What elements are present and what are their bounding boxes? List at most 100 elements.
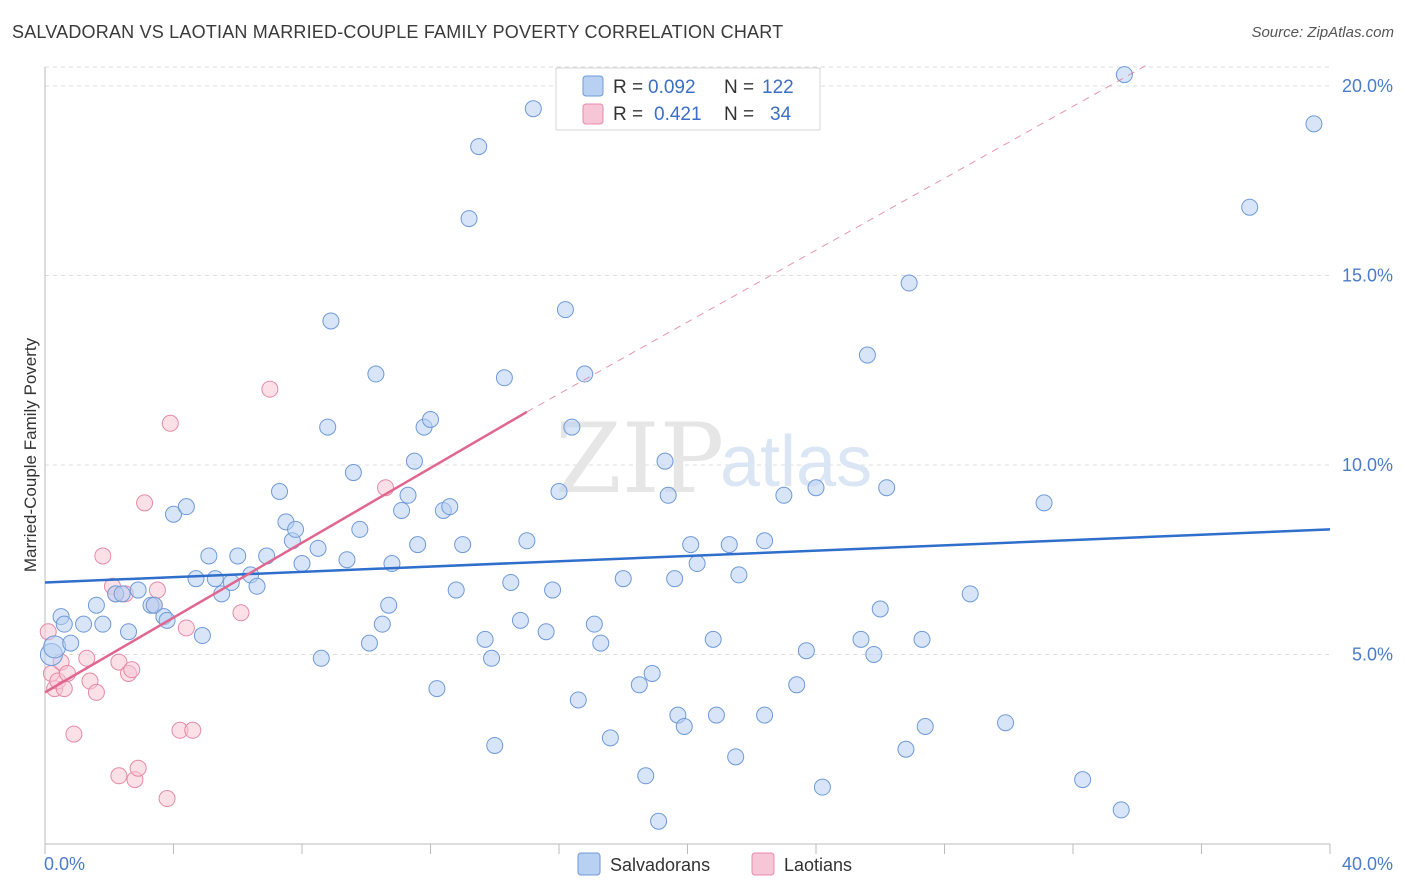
salvadorans-point [756,706,774,724]
bottom-legend: Salvadorans Laotians [577,852,852,876]
salvadorans-point [913,630,931,648]
laotians-point [184,721,202,739]
salvadorans-point [441,498,459,516]
salvadorans-point [656,452,674,470]
salvadorans-point [229,547,247,565]
laotians-point [65,725,83,743]
salvadorans-point [113,585,131,603]
salvadorans-point [55,615,73,633]
salvadorans-point [730,566,748,584]
salvadorans-point [614,570,632,588]
salvadorans-point [483,649,501,667]
salvadorans-point [309,539,327,557]
salvadorans-point [43,635,67,659]
laotians-point [123,661,141,679]
salvadorans-point [367,365,385,383]
salvadorans-point [486,736,504,754]
laotians-trend-extension [526,62,1151,413]
salvadorans-point [351,520,369,538]
salvadorans-point [165,505,182,523]
salvadorans-point [454,536,472,554]
salvadorans-point [287,520,305,538]
salvadorans-point [312,649,330,667]
salvadorans-point [682,536,700,554]
salvadorans-point [563,418,581,436]
salvadorans-point [187,570,205,588]
y-tick-label: 15.0% [1342,265,1393,285]
salvadorans-point [75,615,93,633]
salvadorans-point [460,210,478,228]
legend-swatch-laotians [582,103,604,125]
salvadorans-point [502,573,520,591]
salvadorans-point [193,627,211,645]
salvadorans-point [476,630,494,648]
salvadorans-point [788,676,806,694]
y-tick-label: 20.0% [1342,76,1393,96]
salvadorans-point [544,581,562,599]
salvadorans-point [675,718,693,736]
salvadorans-point [916,718,934,736]
laotians-point [158,790,176,808]
salvadorans-point [319,418,337,436]
salvadorans-point [576,365,594,383]
salvadorans-point [659,486,677,504]
salvadorans-point [897,740,915,758]
salvadorans-trend-line [44,528,1331,584]
grid-lines [45,66,1330,655]
salvadorans-point [518,532,536,550]
legend-r-label-salvadorans: R = [613,77,643,98]
salvadorans-point [643,664,661,682]
salvadorans-point [405,452,423,470]
salvadorans-point [422,410,439,428]
salvadorans-point [129,581,147,599]
salvadorans-point [248,577,266,595]
legend-n-value-salvadorans: 122 [762,77,794,98]
salvadorans-point [727,748,745,766]
salvadorans-point [865,645,883,663]
salvadorans-point [470,138,488,156]
bottom-legend-swatch-salvadorans [577,852,601,876]
salvadorans-point [145,596,163,614]
salvadorans-point [961,585,979,603]
salvadorans-point [852,630,870,648]
salvadorans-point [322,312,340,330]
salvadorans-point [120,623,138,641]
salvadorans-point [409,536,427,554]
salvadorans-point [1035,494,1053,512]
salvadorans-point [720,536,738,554]
salvadorans-point [997,714,1015,732]
y-tick-labels: 5.0% 10.0% 15.0% 20.0% [1342,76,1393,665]
salvadorans-point [704,630,722,648]
salvadorans-point [569,691,587,709]
salvadorans-point [1115,66,1133,84]
salvadorans-point [338,551,356,569]
laotians-point [232,604,250,622]
legend-n-value-laotians: 34 [770,104,792,125]
salvadorans-point [87,596,105,614]
salvadorans-point [637,767,655,785]
laotians-point [129,759,147,777]
salvadorans-point [756,532,774,550]
salvadorans-point [900,274,918,292]
salvadorans-point [94,615,112,633]
salvadorans-point [200,547,218,565]
legend-swatch-salvadorans [582,75,604,97]
salvadorans-point [650,812,668,830]
x-tick-label-min: 0.0% [44,854,85,874]
salvadorans-point [537,623,555,641]
salvadorans-point [524,100,542,118]
legend-r-value-laotians: 0.421 [654,104,702,125]
y-tick-label: 5.0% [1352,644,1393,664]
watermark-atlas: atlas [720,422,872,502]
salvadorans-point [206,570,224,588]
trend-lines [44,62,1331,694]
salvadorans-point [813,778,831,796]
salvadorans-point [62,634,80,652]
salvadorans-point [373,615,391,633]
salvadorans-point [380,596,398,614]
salvadorans-point [858,346,876,364]
laotians-point [94,547,112,565]
salvadorans-point [871,600,889,618]
salvadorans-point [666,570,684,588]
laotians-point [177,619,195,637]
